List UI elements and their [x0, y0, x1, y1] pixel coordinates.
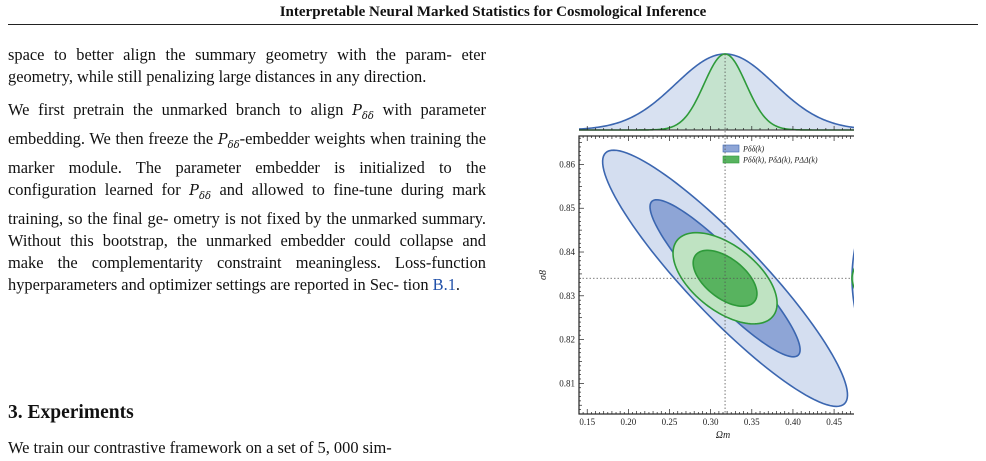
text: .	[455, 274, 461, 294]
paragraph-2: We first pretrain the unmarked branch to…	[8, 99, 486, 296]
legend-swatch-1	[722, 155, 740, 164]
x-tick-label: 0.20	[620, 417, 636, 427]
text: with	[373, 100, 412, 119]
math-p-dd: Pδδ	[189, 182, 211, 202]
math-p-dd: Pδδ	[352, 103, 374, 122]
text: ometry is not fixed by the unmarked summ…	[8, 208, 486, 250]
legend-box	[720, 142, 854, 166]
section-link-b1[interactable]: B.1	[432, 274, 456, 294]
running-header: Interpretable Neural Marked Statistics f…	[279, 4, 707, 20]
x-tick-label: 0.40	[785, 417, 801, 427]
y-tick-label: 0.85	[559, 203, 575, 213]
right-marginal-line-1	[851, 267, 854, 290]
text: weights when training the marker module.…	[8, 128, 486, 177]
legend-entry-1: Pδδ(k), PδΔ(k), PΔΔ(k)	[742, 156, 818, 165]
corner-plot-figure: 0.15 0.20 0.25 0.30 0.35 0.40 0.45 0.81 0.82 0.83…	[536, 44, 854, 449]
axes: 0.15 0.20 0.25 0.30 0.35 0.40 0.45 0.81 0.82 0.83…	[538, 135, 854, 441]
header-rule	[8, 24, 978, 25]
text: bootstrap, the unmarked embedder could c…	[8, 230, 486, 272]
top-marginal-fill-1	[579, 54, 854, 130]
legend: Pδδ(k) Pδδ(k), PδΔ(k), PΔΔ(k)	[720, 142, 854, 166]
text: hyperparameters and optimizer settings a…	[8, 274, 399, 294]
para1-line-2: eter geometry, while still penalizing la…	[8, 45, 486, 86]
math-p-dd: Pδδ	[217, 131, 240, 151]
y-axis-label: σ8	[538, 270, 549, 280]
y-tick-label: 0.82	[559, 335, 575, 345]
legend-entry-0: Pδδ(k)	[742, 145, 765, 154]
paragraph-1: space to better align the summary geomet…	[8, 44, 486, 88]
x-tick-label: 0.35	[744, 417, 760, 427]
section-heading: 3. Experiments	[8, 402, 134, 423]
text: We first pretrain the unmarked branch to…	[8, 100, 353, 119]
text: the complementarity constraint meaningle…	[57, 252, 486, 272]
left-column: space to better align the summary geomet…	[8, 44, 486, 296]
y-tick-label: 0.86	[559, 159, 575, 169]
text: -embedder	[239, 128, 310, 148]
right-marginal-fill-1	[852, 269, 854, 288]
text: embedder is initialized to the configura…	[8, 157, 486, 199]
text: parameter embedding. We then freeze the	[8, 100, 486, 148]
y-tick-label: 0.83	[559, 291, 575, 301]
x-tick-label: 0.45	[826, 417, 842, 427]
right-marginal	[851, 248, 854, 309]
y-tick-label: 0.81	[559, 378, 575, 388]
para1-line-1: space to better align the summary geomet…	[8, 45, 452, 64]
x-axis-label: Ωm	[716, 430, 730, 441]
text: and allowed to fine-tune during mark tra…	[8, 179, 486, 228]
x-tick-label: 0.15	[579, 417, 595, 427]
legend-swatch-0	[722, 144, 740, 153]
x-tick-label: 0.25	[662, 417, 678, 427]
section-paragraph: We train our contrastive framework on a …	[8, 438, 392, 457]
y-tick-label: 0.84	[559, 247, 575, 257]
para1-line-3: direction.	[363, 67, 427, 86]
text: tion	[403, 274, 433, 294]
x-tick-label: 0.30	[703, 417, 719, 427]
top-marginal	[578, 53, 854, 131]
